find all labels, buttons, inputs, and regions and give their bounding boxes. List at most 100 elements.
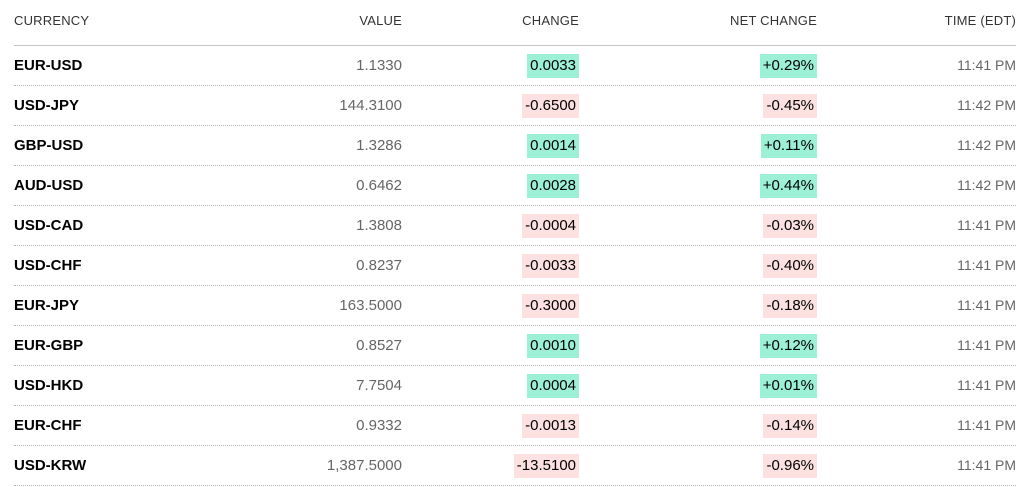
currency-link-cell: USD-CHF [14,257,194,274]
time-text-cell: 11:41 PM [817,257,1016,274]
table-row[interactable]: EUR-CHF 0.9332 -0.0013 -0.14% 11:41 PM [14,406,1016,446]
table-row[interactable]: USD-KRW 1,387.5000 -13.5100 -0.96% 11:41 PM [14,446,1016,486]
net-change-badge: -0.14% [763,413,817,438]
time-text-cell: 11:41 PM [817,457,1016,474]
currency-link[interactable]: EUR-JPY [14,297,80,314]
time-text: 11:41 PM [957,297,1016,313]
time-text: 11:41 PM [957,417,1016,433]
table-row[interactable]: EUR-GBP 0.8527 0.0010 +0.12% 11:41 PM [14,326,1016,366]
value-text: 7.7504 [356,377,402,394]
time-text: 11:42 PM [957,177,1016,193]
value-text: 0.6462 [356,177,402,194]
change-badge-cell: 0.0033 [402,53,579,78]
table-row[interactable]: EUR-USD 1.1330 0.0033 +0.29% 11:41 PM [14,46,1016,86]
net-change-badge: -0.03% [763,213,817,238]
currency-link-cell: USD-KRW [14,457,194,474]
table-header: CURRENCY VALUE CHANGE NET CHANGE TIME (E… [14,0,1016,46]
time-text-cell: 11:42 PM [817,177,1016,194]
change-badge: 0.0004 [527,373,579,398]
currency-link[interactable]: USD-CHF [14,257,82,274]
currency-link-cell: EUR-GBP [14,337,194,354]
time-text: 11:41 PM [957,257,1016,273]
change-badge-cell: -0.0004 [402,213,579,238]
currency-link[interactable]: EUR-USD [14,57,83,74]
value-text-cell: 0.6462 [194,177,402,194]
change-badge: -13.5100 [513,453,579,478]
value-text: 144.3100 [339,97,402,114]
value-text-cell: 0.8237 [194,257,402,274]
header-time[interactable]: TIME (EDT) [944,13,1016,28]
value-text: 0.9332 [356,417,402,434]
change-badge-cell: -13.5100 [402,453,579,478]
currency-table: CURRENCY VALUE CHANGE NET CHANGE TIME (E… [14,0,1016,486]
currency-link[interactable]: USD-KRW [14,457,87,474]
value-text-cell: 163.5000 [194,297,402,314]
net-change-badge-cell: +0.01% [579,373,817,398]
currency-link-cell: EUR-CHF [14,417,194,434]
table-row[interactable]: USD-CHF 0.8237 -0.0033 -0.40% 11:41 PM [14,246,1016,286]
header-net-change[interactable]: NET CHANGE [730,13,817,28]
header-currency[interactable]: CURRENCY [14,13,90,28]
time-text: 11:41 PM [957,57,1016,73]
change-badge-cell: -0.0033 [402,253,579,278]
table-row[interactable]: EUR-JPY 163.5000 -0.3000 -0.18% 11:41 PM [14,286,1016,326]
net-change-badge-cell: -0.40% [579,253,817,278]
currency-link[interactable]: EUR-CHF [14,417,82,434]
value-text: 1.1330 [356,57,402,74]
currency-link-cell: USD-JPY [14,97,194,114]
value-text-cell: 0.8527 [194,337,402,354]
value-text: 1,387.5000 [326,457,402,474]
value-text: 1.3808 [356,217,402,234]
value-text: 1.3286 [356,137,402,154]
currency-link[interactable]: USD-JPY [14,97,80,114]
currency-link[interactable]: USD-CAD [14,217,84,234]
change-badge: -0.6500 [522,93,579,118]
change-badge-cell: -0.3000 [402,293,579,318]
time-text: 11:41 PM [957,217,1016,233]
change-badge: -0.0033 [522,253,579,278]
table-row[interactable]: USD-JPY 144.3100 -0.6500 -0.45% 11:42 PM [14,86,1016,126]
net-change-badge-cell: -0.96% [579,453,817,478]
net-change-badge-cell: -0.14% [579,413,817,438]
change-badge-cell: -0.0013 [402,413,579,438]
net-change-badge: -0.45% [763,93,817,118]
net-change-badge-cell: +0.11% [579,133,817,158]
net-change-badge: +0.11% [760,133,817,158]
change-badge-cell: 0.0014 [402,133,579,158]
header-change[interactable]: CHANGE [522,13,579,28]
value-text-cell: 1.1330 [194,57,402,74]
net-change-badge: +0.12% [759,333,817,358]
change-badge: -0.0004 [522,213,579,238]
time-text-cell: 11:41 PM [817,297,1016,314]
net-change-badge: -0.96% [763,453,817,478]
header-value[interactable]: VALUE [359,13,402,28]
table-row[interactable]: USD-HKD 7.7504 0.0004 +0.01% 11:41 PM [14,366,1016,406]
table-row[interactable]: AUD-USD 0.6462 0.0028 +0.44% 11:42 PM [14,166,1016,206]
net-change-badge: -0.18% [763,293,817,318]
time-text-cell: 11:41 PM [817,417,1016,434]
currency-link-cell: GBP-USD [14,137,194,154]
table-row[interactable]: USD-CAD 1.3808 -0.0004 -0.03% 11:41 PM [14,206,1016,246]
table-row[interactable]: GBP-USD 1.3286 0.0014 +0.11% 11:42 PM [14,126,1016,166]
currency-link-cell: EUR-USD [14,57,194,74]
net-change-badge: +0.01% [759,373,817,398]
value-text-cell: 144.3100 [194,97,402,114]
value-text-cell: 7.7504 [194,377,402,394]
change-badge: -0.3000 [522,293,579,318]
time-text-cell: 11:41 PM [817,377,1016,394]
currency-link[interactable]: USD-HKD [14,377,84,394]
net-change-badge: -0.40% [763,253,817,278]
currency-link[interactable]: AUD-USD [14,177,84,194]
change-badge: 0.0028 [527,173,579,198]
change-badge: 0.0033 [527,53,579,78]
net-change-badge-cell: -0.03% [579,213,817,238]
currency-link[interactable]: EUR-GBP [14,337,84,354]
currency-link-cell: EUR-JPY [14,297,194,314]
time-text: 11:41 PM [957,337,1016,353]
value-text: 0.8237 [356,257,402,274]
value-text: 0.8527 [356,337,402,354]
currency-link[interactable]: GBP-USD [14,137,84,154]
change-badge-cell: 0.0010 [402,333,579,358]
currency-link-cell: AUD-USD [14,177,194,194]
currency-link-cell: USD-CAD [14,217,194,234]
